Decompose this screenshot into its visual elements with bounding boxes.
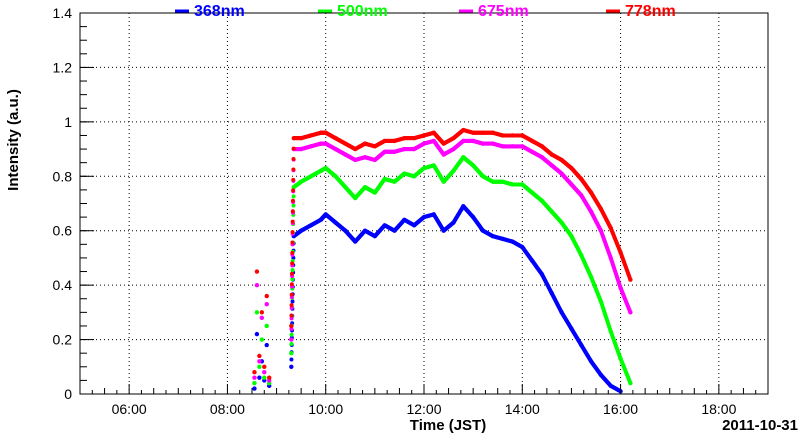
series-675nm bbox=[252, 138, 633, 383]
legend-layer: 368nm 500nm 675nm 778nm bbox=[175, 3, 676, 20]
legend-label: 368nm bbox=[194, 3, 245, 20]
data-point bbox=[289, 292, 294, 297]
series-778nm bbox=[252, 127, 633, 380]
data-point bbox=[289, 350, 294, 356]
data-point bbox=[252, 380, 257, 386]
data-point bbox=[289, 337, 294, 342]
data-point bbox=[290, 299, 295, 304]
data-point bbox=[254, 310, 260, 315]
data-point bbox=[291, 177, 296, 182]
x-tick-label: 10:00 bbox=[308, 401, 343, 417]
y-tick-label: 1.2 bbox=[53, 59, 73, 75]
data-point bbox=[264, 342, 269, 348]
data-point bbox=[262, 364, 267, 369]
y-tick-label: 0.4 bbox=[53, 277, 73, 293]
y-axis-label: Intensity (a.u.) bbox=[5, 89, 22, 191]
y-tick-label: 0.2 bbox=[53, 332, 73, 348]
y-tick-label: 1 bbox=[64, 114, 72, 130]
data-point bbox=[628, 380, 633, 386]
data-point bbox=[290, 230, 295, 235]
x-tick-label: 06:00 bbox=[112, 401, 147, 417]
data-point bbox=[264, 293, 269, 299]
x-tick-label: 08:00 bbox=[210, 401, 245, 417]
y-tick-label: 0.6 bbox=[53, 223, 73, 239]
date-label: 2011-10-31 bbox=[722, 417, 798, 434]
y-tick-label: 1.4 bbox=[53, 5, 73, 21]
data-point bbox=[257, 375, 262, 380]
data-point bbox=[262, 370, 267, 375]
data-point bbox=[291, 167, 296, 172]
data-point bbox=[252, 370, 257, 375]
data-layer bbox=[252, 127, 633, 394]
axes-layer: 06:00 08:00 10:00 12:00 14:00 16:00 18:00 0 0.2 0… bbox=[53, 5, 769, 417]
data-point bbox=[291, 157, 296, 162]
data-point bbox=[254, 331, 260, 337]
data-point bbox=[291, 203, 296, 208]
data-point bbox=[289, 313, 294, 318]
data-point bbox=[289, 364, 294, 369]
data-point bbox=[257, 359, 262, 364]
data-point bbox=[291, 194, 296, 199]
data-point bbox=[259, 310, 265, 315]
x-tick-label: 16:00 bbox=[603, 401, 638, 417]
grid-layer bbox=[80, 12, 768, 395]
data-point bbox=[289, 303, 294, 308]
data-point bbox=[291, 146, 296, 151]
y-tick-label: 0.8 bbox=[53, 168, 73, 184]
data-point bbox=[628, 277, 633, 282]
x-tick-label: 12:00 bbox=[406, 401, 441, 417]
x-tick-label: 18:00 bbox=[701, 401, 736, 417]
data-point bbox=[290, 277, 295, 282]
data-point bbox=[289, 357, 294, 362]
plot-frame bbox=[79, 12, 769, 395]
data-point bbox=[257, 353, 262, 359]
data-point bbox=[252, 386, 257, 391]
data-point bbox=[290, 198, 295, 203]
legend-label: 778nm bbox=[625, 3, 676, 20]
data-point bbox=[290, 250, 295, 255]
data-point bbox=[290, 219, 295, 224]
data-point bbox=[290, 268, 295, 273]
data-point bbox=[291, 255, 296, 260]
data-point bbox=[264, 301, 269, 307]
data-point bbox=[289, 271, 294, 276]
data-point bbox=[290, 240, 295, 245]
data-point bbox=[628, 310, 633, 315]
x-tick-label: 14:00 bbox=[505, 401, 540, 417]
data-point bbox=[259, 337, 265, 342]
data-point bbox=[289, 282, 294, 287]
data-point bbox=[259, 315, 265, 320]
data-point bbox=[289, 341, 294, 346]
data-point bbox=[262, 375, 267, 380]
data-point bbox=[267, 375, 272, 380]
data-point bbox=[289, 316, 294, 321]
data-point bbox=[290, 209, 295, 214]
data-point bbox=[289, 326, 294, 331]
x-axis-label: Time (JST) bbox=[410, 417, 486, 434]
y-tick-label: 0 bbox=[64, 386, 72, 402]
data-point bbox=[254, 282, 260, 288]
series-500nm bbox=[252, 155, 633, 386]
data-point bbox=[289, 323, 294, 329]
data-point bbox=[289, 332, 294, 337]
legend-label: 675nm bbox=[478, 3, 529, 20]
data-point bbox=[254, 269, 260, 274]
data-point bbox=[290, 261, 295, 266]
data-point bbox=[257, 364, 262, 369]
data-point bbox=[291, 188, 296, 193]
legend-label: 500nm bbox=[337, 3, 388, 20]
data-point bbox=[252, 375, 257, 380]
data-point bbox=[264, 323, 269, 329]
